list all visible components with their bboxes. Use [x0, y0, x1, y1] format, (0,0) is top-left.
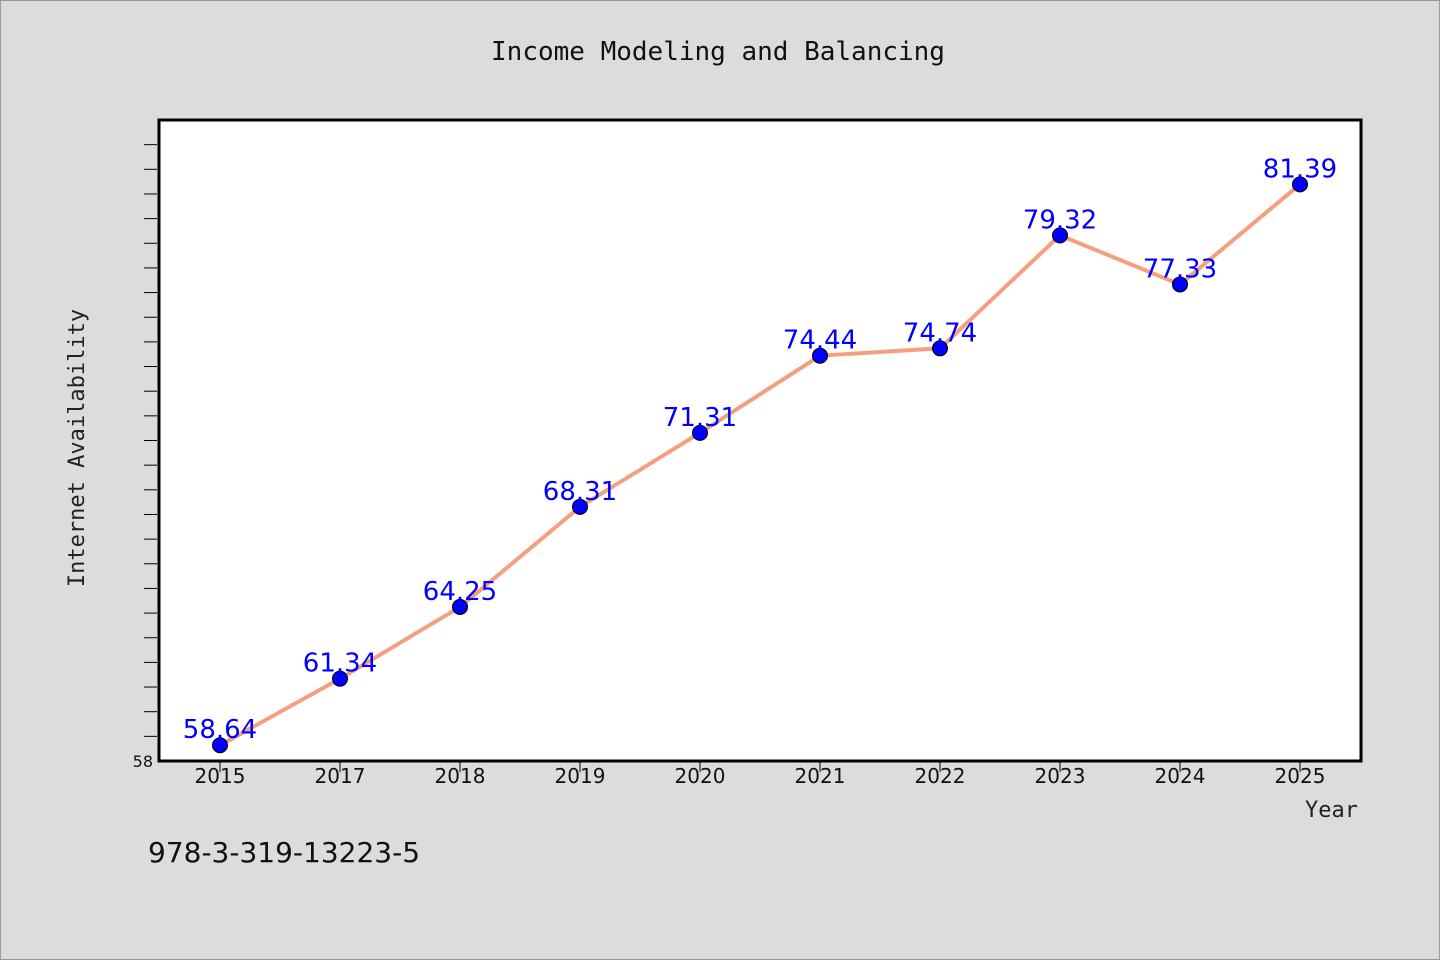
data-point: [212, 737, 228, 754]
series-line: [219, 182, 1302, 747]
data-point: [332, 670, 348, 687]
data-point: [452, 598, 468, 615]
x-tick-label: 2022: [915, 764, 966, 788]
y-axis-label: Internet Availability: [65, 309, 90, 587]
data-label: 81.39: [1263, 154, 1337, 184]
data-label: 61.34: [303, 649, 377, 679]
data-point: [1172, 276, 1188, 293]
x-tick-label: 2015: [195, 764, 246, 788]
x-tick-label: 2023: [1035, 764, 1086, 788]
x-tick-label: 2024: [1155, 764, 1206, 788]
data-label: 64.25: [423, 577, 497, 607]
x-tick-label: 2019: [555, 764, 606, 788]
data-point: [572, 498, 588, 515]
x-tick-label: 2020: [675, 764, 726, 788]
data-point: [932, 340, 948, 357]
x-tick-label: 2025: [1275, 764, 1326, 788]
x-axis-label: Year: [1305, 798, 1358, 823]
series-layer: [219, 182, 1302, 747]
data-label: 79.32: [1023, 205, 1097, 235]
x-tick-label: 2017: [315, 764, 366, 788]
data-label: 58.64: [183, 715, 257, 745]
x-axis-ticks: 2015 2017 2018 2019 2020 2021 2022 2023 2024 2025: [195, 760, 1326, 788]
marker-layer: [212, 176, 1308, 754]
data-point: [1052, 227, 1068, 244]
data-label: 77.33: [1143, 254, 1217, 284]
data-point: [812, 347, 828, 364]
data-label: 68.31: [543, 477, 617, 507]
x-tick-label: 2018: [435, 764, 486, 788]
y-tick-label: 58: [133, 752, 153, 771]
data-label: 74.74: [903, 318, 977, 348]
data-label-layer: 58.64 61.34 64.25 68.31 71.31 74.44 74.74 79.32…: [183, 154, 1337, 745]
data-label: 71.31: [663, 403, 737, 433]
data-point: [692, 424, 708, 441]
plot-area: [157, 118, 1363, 763]
y-axis-ticks: 58: [133, 144, 157, 771]
data-label: 74.44: [783, 326, 857, 356]
chart-title: Income Modeling and Balancing: [491, 37, 945, 67]
isbn-code: 978-3-319-13223-5: [148, 836, 420, 869]
data-point: [1292, 176, 1308, 193]
x-tick-label: 2021: [795, 764, 846, 788]
